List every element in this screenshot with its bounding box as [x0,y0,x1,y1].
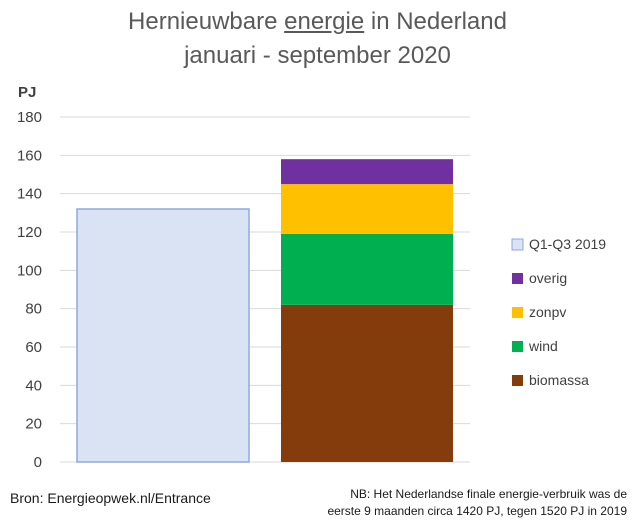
title-part-3: in Nederland [364,8,507,35]
legend-swatch [512,341,523,352]
chart-title-line1: Hernieuwbare energie in Nederland [0,6,635,38]
legend-label: wind [528,338,558,354]
legend-label: overig [529,270,567,286]
note-text: NB: Het Nederlandse finale energie-verbr… [257,486,627,520]
y-tick-label: 80 [25,301,42,318]
legend-swatch [512,375,523,386]
y-tick-label: 120 [17,224,42,241]
bar-segment-zonpv [281,184,453,234]
legend-swatch [512,273,523,284]
y-tick-label: 0 [34,454,42,471]
title-part-1: Hernieuwbare [128,8,285,35]
title-underlined-word: energie [284,8,365,35]
legend-swatch [511,238,524,251]
legend-swatch [512,307,523,318]
bar-segment-wind [281,233,453,305]
bar-segment-q1-q3-2019 [76,208,250,463]
y-tick-label: 100 [17,262,42,279]
y-tick-label: 180 [17,109,42,126]
y-tick-label: 40 [25,377,42,394]
note-line-2: eerste 9 maanden circa 1420 PJ, tegen 15… [327,504,627,518]
y-tick-label: 140 [17,186,42,203]
legend-label: biomassa [529,372,589,388]
y-tick-label: 160 [17,147,42,164]
y-tick-label: 20 [25,416,42,433]
legend-label: Q1-Q3 2019 [529,236,606,252]
y-tick-label: 60 [25,339,42,356]
source-text: Bron: Energieopwek.nl/Entrance [10,490,211,506]
legend-label: zonpv [529,304,566,320]
y-axis-unit: PJ [18,84,36,101]
bar-segment-overig [281,159,453,185]
note-line-1: NB: Het Nederlandse finale energie-verbr… [350,487,627,501]
bar-segment-biomassa [281,304,453,462]
chart-title-line2: januari - september 2020 [184,42,451,69]
